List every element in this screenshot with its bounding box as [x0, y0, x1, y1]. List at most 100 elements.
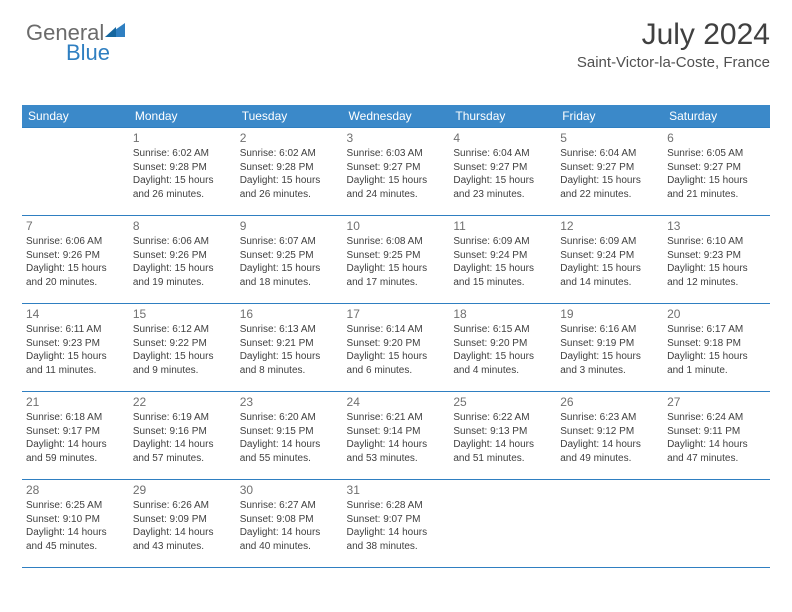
calendar-day-cell: 9Sunrise: 6:07 AMSunset: 9:25 PMDaylight…	[236, 216, 343, 304]
weekday-header: Sunday	[22, 105, 129, 128]
day-number: 1	[133, 131, 232, 145]
sunrise-line: Sunrise: 6:09 AM	[560, 235, 659, 249]
sunset-line: Sunset: 9:27 PM	[667, 161, 766, 175]
sunrise-line: Sunrise: 6:23 AM	[560, 411, 659, 425]
calendar-day-cell: 18Sunrise: 6:15 AMSunset: 9:20 PMDayligh…	[449, 304, 556, 392]
sunset-line: Sunset: 9:27 PM	[453, 161, 552, 175]
day-number: 30	[240, 483, 339, 497]
sunrise-line: Sunrise: 6:12 AM	[133, 323, 232, 337]
day-number: 8	[133, 219, 232, 233]
logo-part2-wrap: Blue	[66, 40, 110, 66]
sunset-line: Sunset: 9:24 PM	[560, 249, 659, 263]
calendar-day-cell: 10Sunrise: 6:08 AMSunset: 9:25 PMDayligh…	[343, 216, 450, 304]
sunset-line: Sunset: 9:19 PM	[560, 337, 659, 351]
daylight-line: Daylight: 14 hours and 53 minutes.	[347, 438, 446, 465]
sunrise-line: Sunrise: 6:02 AM	[133, 147, 232, 161]
calendar-day-cell: 20Sunrise: 6:17 AMSunset: 9:18 PMDayligh…	[663, 304, 770, 392]
sunrise-line: Sunrise: 6:10 AM	[667, 235, 766, 249]
daylight-line: Daylight: 14 hours and 51 minutes.	[453, 438, 552, 465]
calendar-day-cell: 21Sunrise: 6:18 AMSunset: 9:17 PMDayligh…	[22, 392, 129, 480]
day-number: 23	[240, 395, 339, 409]
sunrise-line: Sunrise: 6:18 AM	[26, 411, 125, 425]
sunset-line: Sunset: 9:24 PM	[453, 249, 552, 263]
sunset-line: Sunset: 9:28 PM	[240, 161, 339, 175]
sunset-line: Sunset: 9:08 PM	[240, 513, 339, 527]
daylight-line: Daylight: 14 hours and 49 minutes.	[560, 438, 659, 465]
day-number: 10	[347, 219, 446, 233]
sunset-line: Sunset: 9:20 PM	[347, 337, 446, 351]
sunset-line: Sunset: 9:10 PM	[26, 513, 125, 527]
day-number: 20	[667, 307, 766, 321]
sunrise-line: Sunrise: 6:22 AM	[453, 411, 552, 425]
sunrise-line: Sunrise: 6:04 AM	[453, 147, 552, 161]
day-number: 28	[26, 483, 125, 497]
calendar-day-cell: 24Sunrise: 6:21 AMSunset: 9:14 PMDayligh…	[343, 392, 450, 480]
sunset-line: Sunset: 9:20 PM	[453, 337, 552, 351]
calendar-day-cell: 13Sunrise: 6:10 AMSunset: 9:23 PMDayligh…	[663, 216, 770, 304]
day-number: 21	[26, 395, 125, 409]
daylight-line: Daylight: 14 hours and 43 minutes.	[133, 526, 232, 553]
day-number: 25	[453, 395, 552, 409]
sunset-line: Sunset: 9:27 PM	[347, 161, 446, 175]
sunrise-line: Sunrise: 6:28 AM	[347, 499, 446, 513]
daylight-line: Daylight: 15 hours and 3 minutes.	[560, 350, 659, 377]
daylight-line: Daylight: 15 hours and 6 minutes.	[347, 350, 446, 377]
calendar-day-cell: 5Sunrise: 6:04 AMSunset: 9:27 PMDaylight…	[556, 128, 663, 216]
calendar-week-row: 21Sunrise: 6:18 AMSunset: 9:17 PMDayligh…	[22, 392, 770, 480]
sunrise-line: Sunrise: 6:13 AM	[240, 323, 339, 337]
sunrise-line: Sunrise: 6:02 AM	[240, 147, 339, 161]
daylight-line: Daylight: 15 hours and 11 minutes.	[26, 350, 125, 377]
day-number: 26	[560, 395, 659, 409]
calendar-day-cell: 19Sunrise: 6:16 AMSunset: 9:19 PMDayligh…	[556, 304, 663, 392]
sunset-line: Sunset: 9:22 PM	[133, 337, 232, 351]
calendar-empty-cell	[556, 480, 663, 568]
sunrise-line: Sunrise: 6:19 AM	[133, 411, 232, 425]
day-number: 15	[133, 307, 232, 321]
sunrise-line: Sunrise: 6:05 AM	[667, 147, 766, 161]
daylight-line: Daylight: 15 hours and 19 minutes.	[133, 262, 232, 289]
calendar-day-cell: 29Sunrise: 6:26 AMSunset: 9:09 PMDayligh…	[129, 480, 236, 568]
calendar-day-cell: 7Sunrise: 6:06 AMSunset: 9:26 PMDaylight…	[22, 216, 129, 304]
daylight-line: Daylight: 14 hours and 40 minutes.	[240, 526, 339, 553]
calendar-day-cell: 15 Sunrise: 6:12 AMSunset: 9:22 PMDayligh…	[129, 304, 236, 392]
calendar-day-cell: 11Sunrise: 6:09 AMSunset: 9:24 PMDayligh…	[449, 216, 556, 304]
calendar-empty-cell	[22, 128, 129, 216]
sunset-line: Sunset: 9:27 PM	[560, 161, 659, 175]
daylight-line: Daylight: 15 hours and 21 minutes.	[667, 174, 766, 201]
calendar-day-cell: 12Sunrise: 6:09 AMSunset: 9:24 PMDayligh…	[556, 216, 663, 304]
weekday-header: Saturday	[663, 105, 770, 128]
daylight-line: Daylight: 15 hours and 9 minutes.	[133, 350, 232, 377]
sunset-line: Sunset: 9:23 PM	[667, 249, 766, 263]
weekday-header: Tuesday	[236, 105, 343, 128]
sunset-line: Sunset: 9:21 PM	[240, 337, 339, 351]
weekday-header: Wednesday	[343, 105, 450, 128]
daylight-line: Daylight: 14 hours and 55 minutes.	[240, 438, 339, 465]
sunrise-line: Sunrise: 6:14 AM	[347, 323, 446, 337]
daylight-line: Daylight: 14 hours and 59 minutes.	[26, 438, 125, 465]
day-number: 24	[347, 395, 446, 409]
sunrise-line: Sunrise: 6:04 AM	[560, 147, 659, 161]
sunset-line: Sunset: 9:11 PM	[667, 425, 766, 439]
sunset-line: Sunset: 9:18 PM	[667, 337, 766, 351]
day-number: 17	[347, 307, 446, 321]
day-number: 12	[560, 219, 659, 233]
calendar-week-row: 14Sunrise: 6:11 AMSunset: 9:23 PMDayligh…	[22, 304, 770, 392]
daylight-line: Daylight: 15 hours and 22 minutes.	[560, 174, 659, 201]
calendar-day-cell: 31Sunrise: 6:28 AMSunset: 9:07 PMDayligh…	[343, 480, 450, 568]
daylight-line: Daylight: 14 hours and 57 minutes.	[133, 438, 232, 465]
sunset-line: Sunset: 9:26 PM	[26, 249, 125, 263]
daylight-line: Daylight: 14 hours and 47 minutes.	[667, 438, 766, 465]
calendar-day-cell: 27Sunrise: 6:24 AMSunset: 9:11 PMDayligh…	[663, 392, 770, 480]
daylight-line: Daylight: 15 hours and 12 minutes.	[667, 262, 766, 289]
day-number: 14	[26, 307, 125, 321]
calendar-day-cell: 17 Sunrise: 6:14 AMSunset: 9:20 PMDayligh…	[343, 304, 450, 392]
calendar-day-cell: 2Sunrise: 6:02 AMSunset: 9:28 PMDaylight…	[236, 128, 343, 216]
calendar-day-cell: 4Sunrise: 6:04 AMSunset: 9:27 PMDaylight…	[449, 128, 556, 216]
calendar-body: 1Sunrise: 6:02 AMSunset: 9:28 PMDaylight…	[22, 128, 770, 568]
month-title: July 2024	[577, 18, 770, 52]
location: Saint-Victor-la-Coste, France	[577, 54, 770, 71]
weekday-header: Thursday	[449, 105, 556, 128]
calendar-day-cell: 1Sunrise: 6:02 AMSunset: 9:28 PMDaylight…	[129, 128, 236, 216]
sunrise-line: Sunrise: 6:06 AM	[133, 235, 232, 249]
daylight-line: Daylight: 15 hours and 24 minutes.	[347, 174, 446, 201]
